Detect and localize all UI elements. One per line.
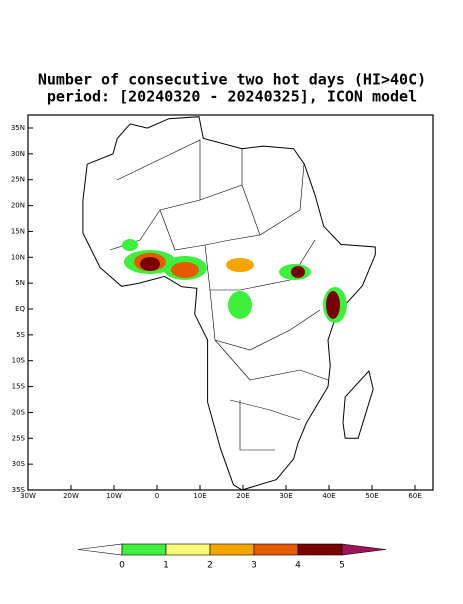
- lat-tick-label: 10S: [12, 357, 26, 365]
- lon-tick-label: 10W: [106, 492, 122, 500]
- colorbar-box: [121, 543, 167, 556]
- colorbar-label: 2: [207, 561, 213, 571]
- lon-tick-label: 60E: [408, 492, 421, 500]
- lat-tick-label: 20S: [12, 408, 26, 416]
- lon-tick-label: 50E: [365, 492, 378, 500]
- colorbar-box: [165, 543, 211, 556]
- lat-tick-label: 25S: [12, 434, 26, 442]
- lat-tick-label: 30S: [12, 460, 26, 468]
- colorbar-label: 4: [295, 561, 301, 571]
- lat-tick-label: 5N: [15, 279, 25, 287]
- madagascar: [342, 369, 374, 439]
- lat-tick-label: 20N: [11, 202, 25, 210]
- lat-tick-label: 5S: [16, 331, 25, 339]
- lat-tick-label: 35S: [12, 486, 26, 494]
- colorbar-arrow: [341, 543, 387, 556]
- lon-tick-label: 40E: [322, 492, 335, 500]
- lon-tick-label: 20W: [63, 492, 79, 500]
- title: Number of consecutive two hot days (HI>4…: [38, 71, 426, 89]
- lon-tick-label: 0: [155, 492, 159, 500]
- colorbar-box: [297, 543, 343, 556]
- colorbar-arrow: [77, 543, 123, 556]
- lat-tick-label: EQ: [15, 305, 25, 313]
- lat-tick-label: 25N: [11, 176, 25, 184]
- lon-tick-label: 30W: [20, 492, 36, 500]
- lat-tick-label: 30N: [11, 150, 25, 158]
- lon-tick-label: 10E: [193, 492, 206, 500]
- subtitle: period: [20240320 - 20240325], ICON mode…: [47, 88, 417, 106]
- colorbar-label: 1: [163, 561, 169, 571]
- lat-tick-label: 15S: [12, 383, 26, 391]
- colorbar-label: 5: [339, 561, 345, 571]
- hot-day-areas: [122, 239, 347, 323]
- map: [27, 114, 434, 491]
- lon-tick-label: 30E: [279, 492, 292, 500]
- colorbar-box: [209, 543, 255, 556]
- lon-tick-label: 20E: [236, 492, 249, 500]
- lat-tick-label: 35N: [11, 124, 25, 132]
- colorbar-box: [253, 543, 299, 556]
- lat-tick-label: 15N: [11, 227, 25, 235]
- lat-tick-label: 10N: [11, 253, 25, 261]
- colorbar-label: 3: [251, 561, 257, 571]
- colorbar-label: 0: [119, 561, 125, 571]
